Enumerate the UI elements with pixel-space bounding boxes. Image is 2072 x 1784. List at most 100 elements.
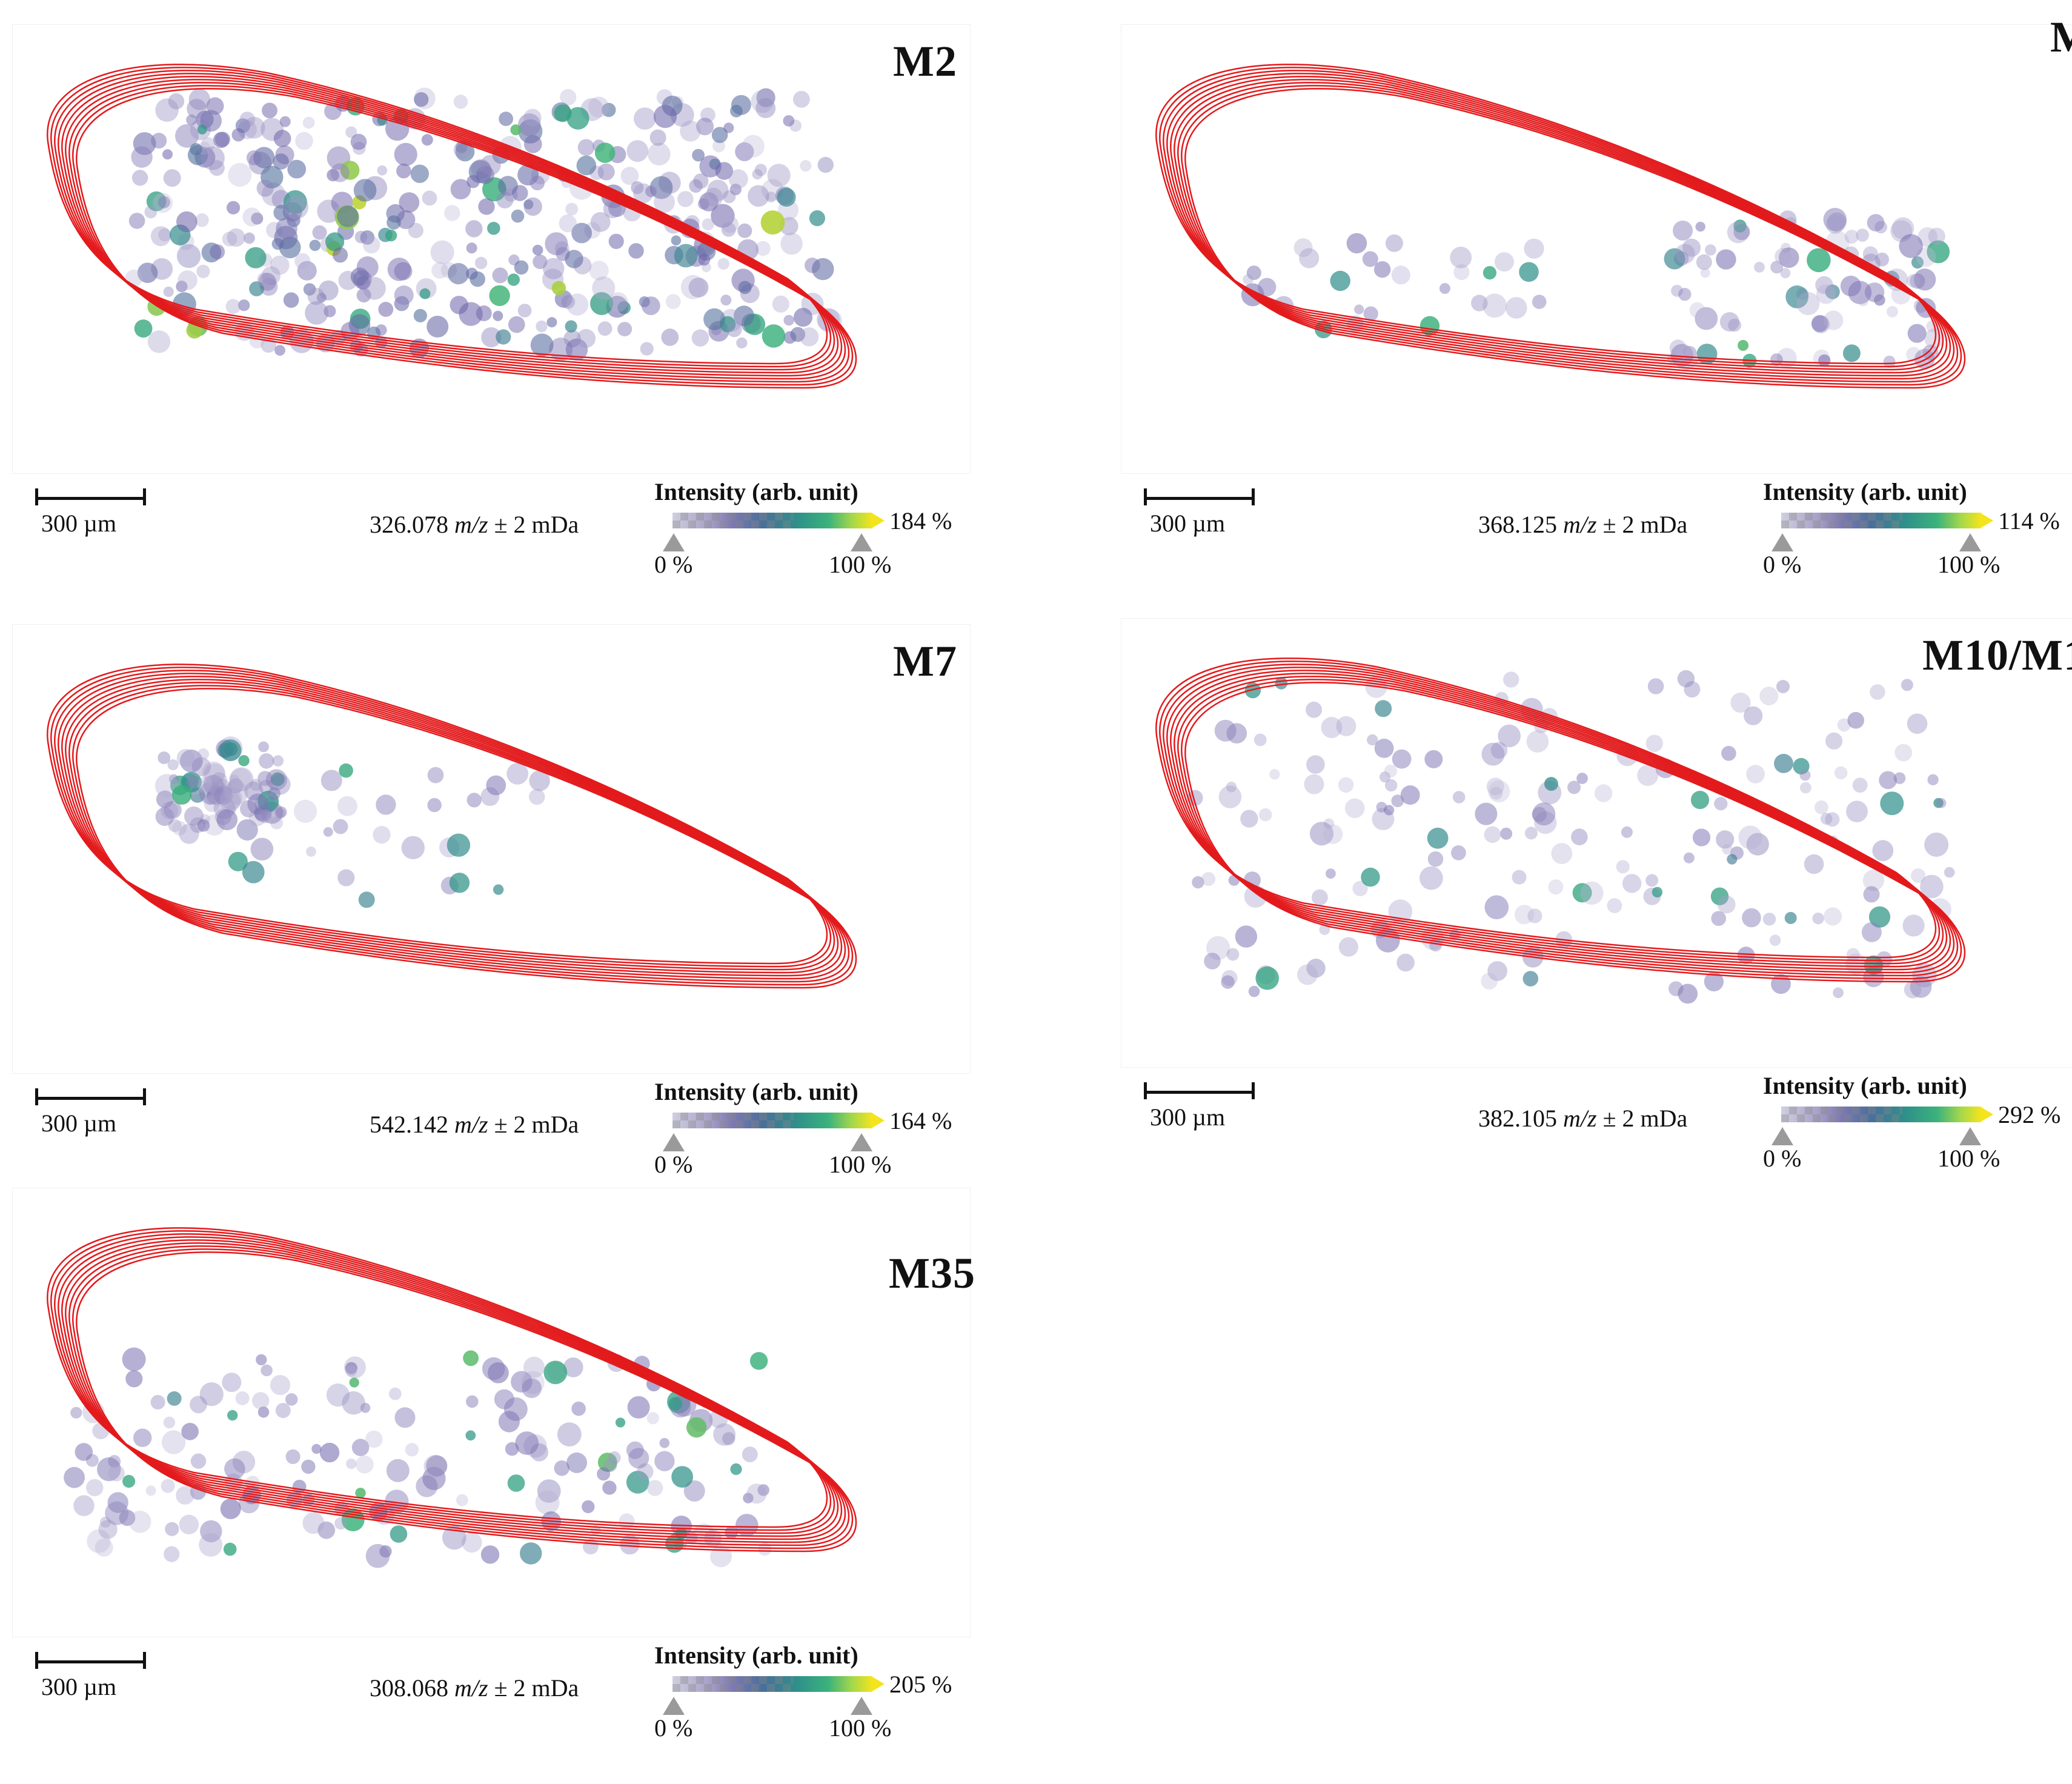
slice-outline <box>76 88 857 389</box>
intensity-spot <box>1762 913 1776 926</box>
intensity-spot <box>427 316 449 338</box>
intensity-spot <box>641 296 660 315</box>
intensity-spot <box>1705 244 1716 256</box>
intensity-spot <box>1780 268 1791 279</box>
intensity-spot <box>190 143 202 156</box>
intensity-spot <box>410 164 429 183</box>
intensity-spot <box>202 761 225 785</box>
intensity-spot <box>710 1545 732 1568</box>
intensity-spot <box>239 112 256 128</box>
intensity-spot <box>1842 344 1861 362</box>
intensity-spot <box>522 1378 542 1399</box>
intensity-spot <box>200 1520 222 1543</box>
intensity-spot <box>1576 773 1588 784</box>
color-scale <box>1781 1107 1981 1122</box>
intensity-spot <box>648 142 671 166</box>
intensity-spot <box>1616 860 1630 874</box>
intensity-spot <box>1214 719 1237 742</box>
intensity-spot <box>1846 800 1868 822</box>
intensity-spot <box>1391 794 1404 807</box>
intensity-spot <box>1352 880 1368 896</box>
mz-unit: m/z <box>454 511 488 538</box>
intensity-spot <box>390 1525 408 1543</box>
intensity-spot <box>283 292 299 308</box>
intensity-spot <box>186 776 199 788</box>
intensity-spot <box>765 191 777 202</box>
intensity-spot <box>1374 261 1391 278</box>
intensity-spot <box>360 230 375 245</box>
intensity-spot <box>145 1485 156 1496</box>
intensity-spot <box>473 160 485 171</box>
intensity-spot <box>799 327 819 347</box>
intensity-spot <box>737 223 752 238</box>
intensity-spot <box>631 181 644 195</box>
intensity-spot <box>1863 886 1880 903</box>
intensity-spot <box>1714 797 1728 811</box>
intensity-spot <box>1883 355 1896 368</box>
intensity-spot <box>659 1438 670 1448</box>
intensity-spot <box>571 1401 586 1416</box>
intensity-spot <box>1920 874 1944 899</box>
intensity-spot <box>1911 256 1924 269</box>
intensity-spot <box>257 1406 270 1418</box>
intensity-spot <box>1824 907 1842 926</box>
ms-image <box>47 1227 857 1568</box>
intensity-spot <box>1367 734 1378 746</box>
intensity-spot <box>566 293 589 316</box>
intensity-spot <box>1526 730 1549 753</box>
intensity-spot <box>188 88 210 110</box>
intensity-spot <box>1852 777 1868 793</box>
intensity-spot <box>167 759 179 771</box>
intensity-spot <box>800 160 812 172</box>
intensity-spot <box>499 112 513 127</box>
intensity-spot <box>654 191 675 213</box>
intensity-spot <box>396 210 416 229</box>
intensity-spot <box>242 860 265 884</box>
intensity-spot <box>517 304 532 318</box>
intensity-spot <box>1512 870 1527 885</box>
intensity-spot <box>702 218 714 231</box>
intensity-spot <box>646 1480 663 1496</box>
intensity-spot <box>1453 264 1470 281</box>
intensity-spot <box>683 1480 705 1502</box>
intensity-spot <box>427 797 442 813</box>
intensity-spot <box>1622 874 1642 893</box>
intensity-spot <box>1532 295 1547 309</box>
slice-outline <box>1170 76 1951 377</box>
slice-outline <box>72 1248 854 1549</box>
intensity-spot <box>444 205 460 221</box>
intensity-spot <box>674 244 698 268</box>
mz-unit: m/z <box>1563 1105 1597 1132</box>
intensity-spot <box>98 1520 118 1539</box>
intensity-spot <box>1936 797 1947 808</box>
intensity-spot <box>293 799 317 823</box>
intensity-spot <box>1911 868 1926 884</box>
panel-title: M2 <box>893 37 957 85</box>
intensity-spot <box>258 809 273 824</box>
intensity-spot <box>285 1393 298 1406</box>
ref-label: 100 % <box>829 1714 892 1742</box>
intensity-spot <box>711 127 728 143</box>
intensity-spot <box>184 806 204 826</box>
intensity-spot <box>1475 802 1498 825</box>
intensity-spot <box>337 205 359 227</box>
intensity-spot <box>1226 781 1237 793</box>
intensity-spot <box>783 315 794 326</box>
intensity-spot <box>1344 798 1365 819</box>
intensity-spot <box>1856 228 1869 242</box>
intensity-spot <box>161 802 179 820</box>
intensity-spot <box>1384 805 1395 816</box>
intensity-spot <box>1716 830 1735 849</box>
slice-outline <box>58 673 839 974</box>
intensity-spot <box>197 819 210 832</box>
max-percent: 184 % <box>889 507 952 534</box>
intensity-spot <box>326 1383 350 1407</box>
intensity-spot <box>1746 833 1769 856</box>
intensity-spot <box>1812 913 1824 925</box>
intensity-spot <box>1258 278 1277 296</box>
intensity-spot <box>1746 765 1765 784</box>
ms-image <box>47 64 857 389</box>
intensity-spot <box>1206 936 1230 960</box>
legend-title: Intensity (arb. unit) <box>654 1078 858 1105</box>
intensity-spot <box>482 1357 505 1380</box>
